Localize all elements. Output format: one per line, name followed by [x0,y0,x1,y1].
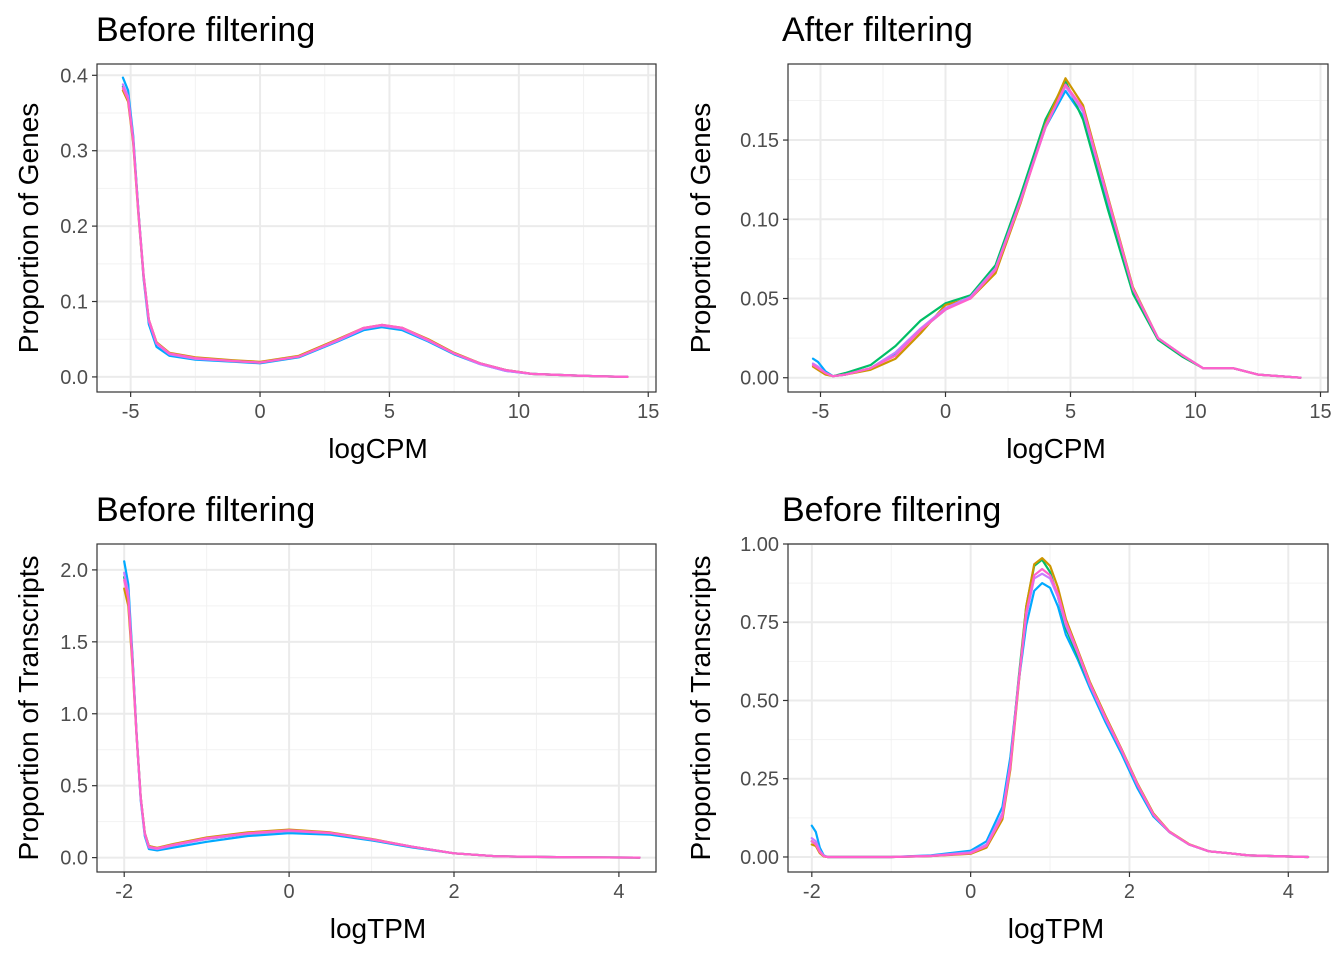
x-tick-label: -5 [122,401,140,423]
x-tick-label: -2 [115,881,133,903]
y-axis-label: Proportion of Transcripts [685,555,716,860]
y-tick-label: 2.0 [60,560,88,582]
y-tick-label: 0.5 [60,776,88,798]
x-axis-label: logCPM [1006,433,1106,464]
x-tick-label: 2 [448,881,459,903]
x-tick-label: -2 [803,881,821,903]
y-axis-label: Proportion of Transcripts [13,555,44,860]
x-tick-label: 15 [1309,401,1331,423]
x-tick-label: 4 [613,881,624,903]
y-axis-ticks: 0.00 0.25 0.50 0.75 1.00 [740,534,788,869]
x-axis-ticks: -2 0 2 4 [803,872,1294,903]
panel-title: Before filtering [96,11,315,49]
y-axis-ticks: 0.0 0.1 0.2 0.3 0.4 [60,65,97,389]
x-axis-ticks: -5 0 5 10 15 [122,392,659,423]
panel-transcripts-before: Before filtering 0.0 0.5 1.0 1.5 2.0 -2 0 2 4 l… [13,491,657,944]
x-tick-label: 0 [965,881,976,903]
x-tick-label: 15 [637,401,659,423]
y-tick-label: 0.3 [60,141,88,163]
minor-grid [788,64,1328,392]
panel-title: Before filtering [96,491,315,529]
y-tick-label: 0.75 [740,612,779,634]
x-axis-label: logCPM [328,433,428,464]
series-lines [811,77,1302,379]
panel-border [96,63,657,393]
panel-border [96,543,657,873]
x-axis-label: logTPM [330,913,426,944]
x-axis-ticks: -5 0 5 10 15 [812,392,1332,423]
series-line [121,87,629,378]
y-axis-ticks: 0.00 0.05 0.10 0.15 [740,130,788,390]
minor-grid [788,544,1328,872]
y-tick-label: 1.5 [60,632,88,654]
panel-border [787,543,1329,873]
series-line [123,578,641,859]
minor-grid [97,544,656,872]
y-axis-label: Proportion of Genes [685,103,716,354]
x-tick-label: 0 [940,401,951,423]
panel-genes-before: Before filtering 0.0 0.1 0.2 0.3 0.4 -5 0 5 10 1… [13,11,659,464]
x-axis-ticks: -2 0 2 4 [115,872,624,903]
panel-title: After filtering [782,11,973,49]
panel-transcripts-second: Before filtering 0.00 0.25 0.50 0.75 1.00 -2… [685,491,1329,944]
y-tick-label: 0.05 [740,289,779,311]
series-line [811,83,1302,379]
x-axis-label: logTPM [1008,913,1104,944]
y-tick-label: 0.00 [740,368,779,390]
x-tick-label: 4 [1283,881,1294,903]
x-tick-label: 0 [254,401,265,423]
x-tick-label: -5 [812,401,830,423]
x-tick-label: 10 [508,401,530,423]
y-tick-label: 0.1 [60,292,88,314]
y-axis-label: Proportion of Genes [13,103,44,354]
series-lines [123,560,641,859]
y-tick-label: 1.00 [740,534,779,556]
y-tick-label: 1.0 [60,704,88,726]
y-tick-label: 0.0 [60,367,88,389]
y-axis-ticks: 0.0 0.5 1.0 1.5 2.0 [60,560,97,870]
y-tick-label: 0.25 [740,769,779,791]
y-tick-label: 0.2 [60,216,88,238]
y-tick-label: 0.10 [740,209,779,231]
series-lines [810,557,1310,859]
series-line [810,567,1310,859]
x-tick-label: 5 [384,401,395,423]
panel-border [787,63,1329,393]
y-tick-label: 0.00 [740,847,779,869]
panel-title: Before filtering [782,491,1001,529]
x-tick-label: 2 [1124,881,1135,903]
x-tick-label: 5 [1065,401,1076,423]
minor-grid [97,64,656,392]
major-grid [788,64,1328,392]
y-tick-label: 0.0 [60,848,88,870]
x-tick-label: 10 [1184,401,1206,423]
panel-genes-after: After filtering 0.00 0.05 0.10 0.15 -5 0 5 10 1… [685,11,1332,464]
y-tick-label: 0.4 [60,65,88,87]
y-tick-label: 0.50 [740,690,779,712]
y-tick-label: 0.15 [740,130,779,152]
x-tick-label: 0 [284,881,295,903]
series-lines [121,76,629,378]
